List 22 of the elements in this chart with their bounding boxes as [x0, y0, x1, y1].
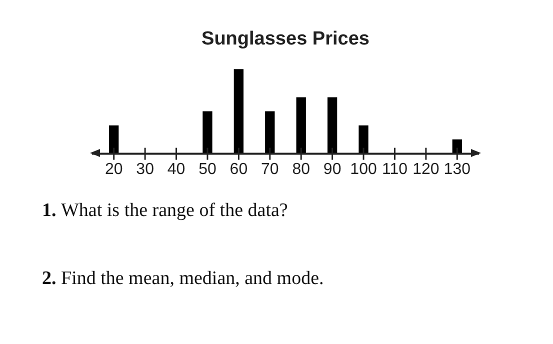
x-tick-label: 110: [382, 160, 408, 178]
x-tick-label: 30: [136, 160, 154, 178]
chart-title: Sunglasses Prices: [202, 28, 370, 50]
bar: [265, 111, 275, 154]
text: 2. Find the mean, median, and mode.: [42, 268, 324, 289]
bar: [109, 125, 119, 154]
x-tick-label: 50: [198, 160, 216, 178]
bar: [202, 111, 212, 154]
x-tick-label: 80: [292, 160, 310, 178]
x-tick-label: 60: [230, 160, 248, 178]
bar: [327, 97, 338, 154]
x-tick-label: 40: [167, 160, 186, 178]
text: 1. What is the range of the data?: [42, 200, 288, 221]
x-tick-label: 70: [260, 160, 279, 178]
x-tick-label: 90: [323, 160, 342, 178]
x-tick-label: 120: [412, 160, 440, 178]
x-tick-label: 100: [350, 160, 377, 178]
x-tick-label: 130: [444, 160, 471, 178]
bar: [234, 69, 244, 154]
bar: [296, 97, 306, 154]
x-tick-label: 20: [104, 160, 123, 178]
bar: [358, 125, 368, 154]
